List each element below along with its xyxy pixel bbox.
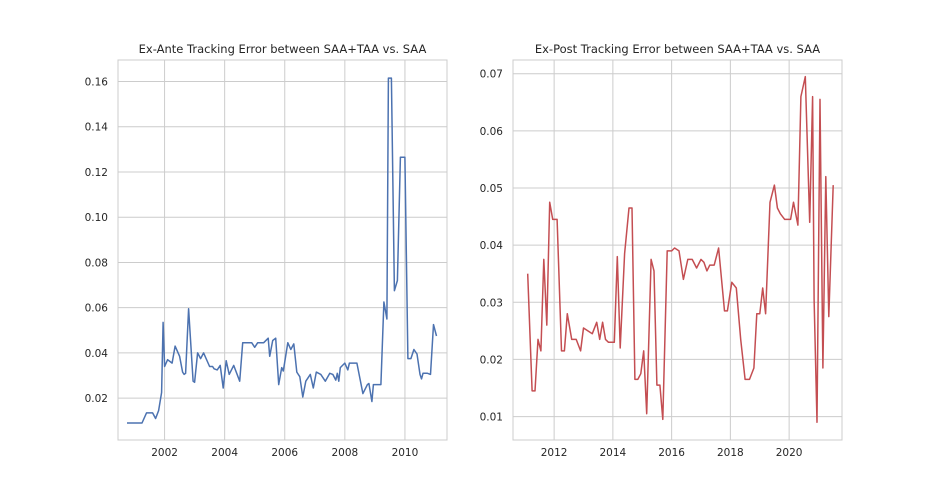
ex-post-chart-title: Ex-Post Tracking Error between SAA+TAA v… [535,42,820,56]
ex-ante-y-tick-label: 0.04 [85,348,109,360]
ex-post-y-tick-label: 0.01 [480,412,503,424]
ex-post-y-tick-label: 0.06 [480,126,504,138]
ex-ante-y-tick-label: 0.02 [85,393,108,405]
ex-ante-chart-title: Ex-Ante Tracking Error between SAA+TAA v… [139,42,427,56]
ex-post-x-tick-label: 2014 [600,447,627,459]
ex-ante-chart-panel: Ex-Ante Tracking Error between SAA+TAA v… [85,42,448,459]
ex-ante-y-tick-label: 0.16 [85,76,109,88]
ex-ante-y-tick-label: 0.06 [85,303,109,315]
ex-ante-x-tick-label: 2010 [392,447,419,459]
ex-ante-x-tick-label: 2006 [271,447,298,459]
ex-post-y-tick-label: 0.02 [480,354,503,366]
ex-ante-x-tick-label: 2004 [211,447,238,459]
ex-post-x-tick-label: 2016 [658,447,685,459]
ex-post-y-tick-label: 0.05 [480,183,503,195]
ex-ante-x-tick-label: 2008 [331,447,358,459]
ex-ante-x-tick-label: 2002 [151,447,178,459]
ex-ante-y-tick-label: 0.08 [85,257,108,269]
ex-post-x-tick-label: 2012 [541,447,568,459]
ex-post-plot-frame [512,59,843,441]
ex-ante-y-tick-label: 0.12 [85,167,108,179]
ex-post-y-tick-label: 0.07 [480,69,503,81]
ex-ante-y-tick-label: 0.10 [85,212,108,224]
ex-post-grid [513,60,842,440]
ex-post-x-tick-label: 2018 [717,447,744,459]
ex-ante-y-tick-label: 0.14 [85,122,109,134]
ex-post-series-line [526,75,834,424]
ex-post-y-tick-label: 0.04 [480,240,504,252]
ex-ante-plot-frame [117,59,448,441]
ex-ante-series-line [127,77,438,424]
ex-post-chart-panel: Ex-Post Tracking Error between SAA+TAA v… [480,42,843,459]
ex-post-y-tick-label: 0.03 [480,297,503,309]
ex-post-x-tick-label: 2020 [776,447,803,459]
